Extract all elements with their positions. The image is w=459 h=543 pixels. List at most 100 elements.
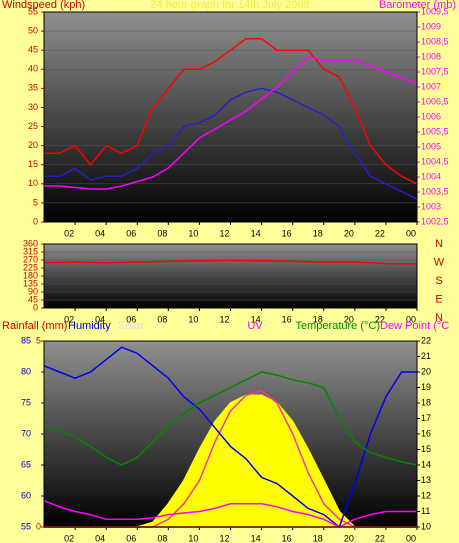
- series-line: [43, 259, 418, 265]
- y-tick-label: 40: [28, 64, 38, 74]
- x-tick-label: 18: [313, 228, 323, 238]
- y2-tick-label: 17: [421, 413, 431, 423]
- y2-tick-label: 1007,5: [421, 66, 449, 76]
- axis-label: Solar: [118, 320, 144, 332]
- compass-label: E: [435, 293, 442, 305]
- y2-tick-label: 11: [421, 506, 430, 516]
- y2-tick-label: 1003,5: [421, 186, 449, 196]
- y3-tick-label: 5: [36, 335, 41, 345]
- y-tick-label: 50: [28, 25, 38, 35]
- y-tick-label: 135: [23, 278, 38, 288]
- y2-tick-label: 1008,5: [421, 36, 449, 46]
- y-tick-label: 35: [28, 83, 38, 93]
- y2-tick-label: 12: [421, 490, 431, 500]
- y2-tick-label: 1007: [421, 81, 441, 91]
- x-tick-label: 04: [95, 228, 105, 238]
- y-tick-label: 0: [33, 302, 38, 312]
- x-tick-label: 16: [282, 533, 292, 543]
- compass-label: W: [434, 256, 445, 268]
- y2-tick-label: 1004: [421, 171, 441, 181]
- y2-tick-label: 1003: [421, 201, 441, 211]
- x-tick-label: 16: [282, 314, 292, 324]
- y3-tick-label: 0: [36, 521, 41, 531]
- y2-tick-label: 1006: [421, 111, 441, 121]
- x-tick-label: 08: [157, 314, 167, 324]
- x-tick-label: 00: [406, 228, 416, 238]
- x-tick-label: 02: [64, 314, 74, 324]
- y2-tick-label: 1008: [421, 51, 441, 61]
- y2-tick-label: 1005: [421, 141, 441, 151]
- chart-title: 24 hour graph for 14th July 2008: [150, 0, 309, 11]
- x-tick-label: 10: [188, 533, 198, 543]
- compass-label: N: [435, 312, 443, 324]
- y-tick-label: 55: [21, 521, 31, 531]
- series-line: [44, 56, 418, 190]
- x-tick-label: 02: [64, 533, 74, 543]
- x-tick-label: 14: [251, 228, 261, 238]
- y2-tick-label: 13: [421, 475, 431, 485]
- x-tick-label: 06: [126, 228, 136, 238]
- series-line: [43, 371, 418, 466]
- y-tick-label: 90: [28, 286, 38, 296]
- y2-tick-label: 21: [421, 351, 431, 361]
- y-tick-label: 5: [33, 197, 38, 207]
- axis-label: UV: [247, 320, 263, 332]
- x-tick-label: 12: [219, 314, 229, 324]
- y-tick-label: 70: [21, 428, 31, 438]
- x-tick-label: 08: [157, 533, 167, 543]
- x-tick-label: 20: [344, 533, 354, 543]
- x-tick-label: 14: [251, 314, 261, 324]
- plot-area: [44, 12, 417, 222]
- x-tick-label: 18: [313, 314, 323, 324]
- y-tick-label: 65: [21, 459, 31, 469]
- compass-label: N: [435, 238, 443, 250]
- y2-tick-label: 10: [421, 521, 431, 531]
- x-tick-label: 12: [219, 228, 229, 238]
- x-tick-label: 22: [375, 314, 385, 324]
- plot-frame: [43, 340, 418, 528]
- x-tick-label: 22: [375, 228, 385, 238]
- y-tick-label: 10: [28, 178, 38, 188]
- y-tick-label: 30: [28, 102, 38, 112]
- axis-label: Rainfall (mm): [2, 320, 67, 332]
- y-tick-label: 360: [23, 238, 38, 248]
- x-tick-label: 02: [64, 228, 74, 238]
- x-tick-label: 16: [282, 228, 292, 238]
- x-tick-label: 04: [95, 314, 105, 324]
- series-line: [43, 346, 417, 529]
- y-tick-label: 60: [21, 490, 31, 500]
- y2-tick-label: 20: [421, 366, 431, 376]
- y-tick-label: 45: [28, 45, 38, 55]
- x-tick-label: 06: [126, 533, 136, 543]
- axis-label: Temperature (°C): [296, 320, 380, 332]
- y-tick-label: 25: [28, 121, 38, 131]
- x-tick-label: 10: [188, 314, 198, 324]
- y-tick-label: 15: [28, 159, 38, 169]
- y2-tick-label: 1009: [421, 21, 441, 31]
- x-tick-label: 00: [406, 314, 416, 324]
- axis-label: Humidity: [68, 320, 111, 332]
- x-tick-label: 18: [313, 533, 323, 543]
- y2-tick-label: 22: [421, 335, 431, 345]
- series-line: [43, 500, 417, 528]
- y-tick-label: 80: [21, 366, 31, 376]
- x-tick-label: 00: [406, 533, 416, 543]
- y2-tick-label: 1005,5: [421, 126, 449, 136]
- x-tick-label: 20: [344, 314, 354, 324]
- y2-tick-label: 15: [421, 444, 431, 454]
- x-tick-label: 04: [95, 533, 105, 543]
- y-tick-label: 85: [21, 335, 31, 345]
- x-tick-label: 06: [126, 314, 136, 324]
- y-tick-label: 180: [23, 270, 38, 280]
- x-tick-label: 12: [219, 533, 229, 543]
- x-tick-label: 08: [157, 228, 167, 238]
- series-line: [44, 87, 418, 200]
- y2-tick-label: 14: [421, 459, 431, 469]
- axis-label: Dew Point (°C: [380, 320, 449, 332]
- series-line: [44, 37, 418, 185]
- x-tick-label: 10: [188, 228, 198, 238]
- y2-tick-label: 1004,5: [421, 156, 449, 166]
- y-tick-label: 55: [28, 6, 38, 16]
- axis-label: Barometer (mb): [379, 0, 456, 11]
